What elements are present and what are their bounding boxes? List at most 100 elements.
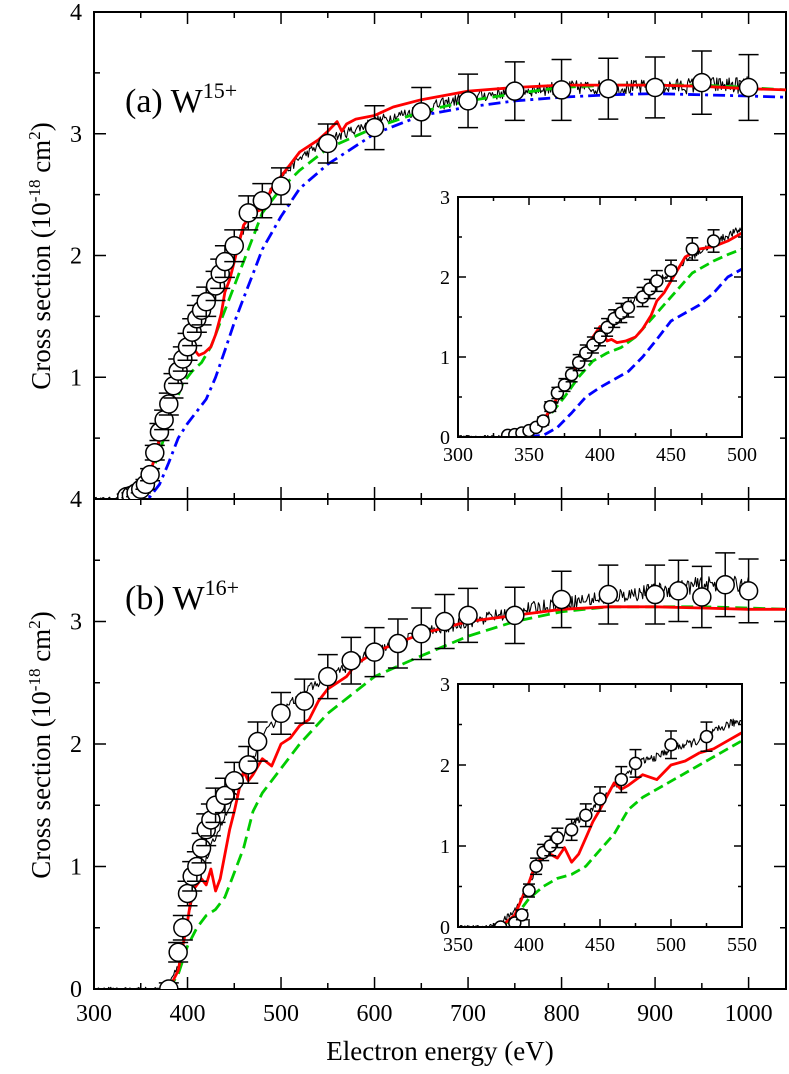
panel-a-inset-data-point xyxy=(664,263,678,278)
panel-a-data-point xyxy=(196,292,216,312)
panel-b-data-point xyxy=(318,666,338,687)
panel-b-x-tick-label: 300 xyxy=(76,1001,112,1027)
panel-a-inset-blue-dashed-line xyxy=(514,267,742,437)
panel-a-inset-x-tick-label: 400 xyxy=(585,444,615,466)
panel-a-inset-y-tick-label: 1 xyxy=(440,347,450,369)
panel-a-inset-data-point xyxy=(593,330,607,344)
panel-a-inset-frame xyxy=(457,196,743,438)
panel-b-inset-data-point xyxy=(515,908,529,922)
panel-b-inset-data-point xyxy=(564,823,579,837)
panel-b-inset-x-tick-label: 400 xyxy=(514,934,544,956)
panel-b-inset-series xyxy=(458,718,742,927)
panel-b-inset-data-point xyxy=(529,859,543,873)
panel-b-data-point xyxy=(341,650,361,671)
panel-a-inset-y-tick-label: 3 xyxy=(440,187,450,209)
panel-b-inset-x-tick-label: 500 xyxy=(656,934,686,956)
panel-b-data-point xyxy=(247,731,268,752)
panel-b-inset-bg xyxy=(456,682,744,959)
panel-a-inset-data-point xyxy=(650,274,664,288)
panel-a-inset-y-tick-label: 0 xyxy=(440,427,450,449)
panel-a-inset-data-point xyxy=(621,300,636,315)
panel-b-data-point xyxy=(551,589,572,610)
panel-a-inset: 300 350 400 450 500 0 1 2 3 xyxy=(414,183,757,469)
panel-a-inset-data-point xyxy=(685,242,700,256)
panel-a-inset-x-tick-label: 350 xyxy=(514,444,544,466)
panel-a-inset-data-point xyxy=(557,378,572,392)
panel-a-series xyxy=(94,50,786,499)
panel-b-data-point xyxy=(598,584,619,605)
panel-b-inset-data-point xyxy=(699,729,714,744)
panel-a-chart: 4 1 2 3 4 300 350 400 450 500 0 1 2 3 xyxy=(70,0,786,513)
panel-a-data-point xyxy=(364,117,385,138)
panel-b-x-tick-label: 400 xyxy=(170,1001,206,1027)
panel-b-inset-x-tick-label: 450 xyxy=(585,934,615,956)
panel-b-inset-data-point xyxy=(579,808,593,822)
panel-b-x-tick-label: 800 xyxy=(544,1001,580,1027)
panel-b-label: (b) W16+ xyxy=(125,575,239,617)
panel-b-data-point xyxy=(168,942,188,962)
panel-b-inset-frame xyxy=(457,683,743,928)
panel-a-inset-y-tick-label: 2 xyxy=(440,267,450,289)
panel-a-data-point xyxy=(551,80,572,100)
panel-b-data-point xyxy=(159,979,179,989)
panel-b-data-point xyxy=(738,581,759,601)
panel-b-inset-data-point xyxy=(593,792,607,806)
panel-b-inset-x-tick-label: 350 xyxy=(443,934,473,956)
panel-b-inset-data-point xyxy=(614,772,629,787)
panel-a-data-point xyxy=(159,394,179,414)
panel-b-inset-y-tick-label: 3 xyxy=(440,674,450,696)
panel-a-y-tick-label: 3 xyxy=(70,122,82,148)
panel-a-inset-x-tick-label: 450 xyxy=(656,444,686,466)
panel-b-inset-data-point xyxy=(493,920,508,927)
panel-b-inset-data-point xyxy=(522,883,536,898)
panel-b-data-point xyxy=(692,587,712,607)
panel-a-data-point xyxy=(224,236,245,256)
panel-a-data-point xyxy=(252,190,273,211)
panel-a-inset-data-point xyxy=(564,367,579,382)
y-axis-title-a: Cross section (10-18 cm2) xyxy=(25,122,56,389)
panel-b-data-point xyxy=(271,703,291,724)
panel-b-inset-data-point xyxy=(628,756,643,771)
panel-a-data-point xyxy=(140,464,160,485)
panel-a-inset-data-point xyxy=(543,399,558,414)
panel-b-x-tick-label: 1000 xyxy=(725,1001,773,1027)
panel-b-data-point xyxy=(715,575,735,595)
panel-a-data-point xyxy=(145,442,165,463)
panel-a-data-point xyxy=(645,77,665,98)
panel-b-data-point xyxy=(224,771,245,791)
panel-a-data-point xyxy=(505,81,525,101)
x-axis-title: Electron energy (eV) xyxy=(326,1036,553,1066)
panel-a-data-point xyxy=(411,102,432,122)
panel-a-data-point xyxy=(738,77,759,98)
panel-a-y-tick-label: 4 xyxy=(70,0,82,26)
panel-a-inset-series xyxy=(458,227,742,437)
panel-a-inset-data-point xyxy=(536,414,550,428)
panel-b-inset-y-tick-label: 1 xyxy=(440,836,450,858)
y-axis-title-b: Cross section (10-18 cm2) xyxy=(25,611,56,878)
panel-b-inset-bg-left xyxy=(414,670,458,941)
panel-a-data-point xyxy=(318,133,338,154)
panel-b-x-tick-label: 700 xyxy=(450,1001,486,1027)
panel-a-inset-data-point xyxy=(706,234,721,248)
panel-b-inset-y-tick-label: 0 xyxy=(440,917,450,939)
panel-b-data-point xyxy=(458,605,478,626)
panel-b-data-point xyxy=(645,584,665,605)
panel-b-inset: 350 400 450 500 550 0 1 2 3 xyxy=(414,670,757,959)
panel-b-data-point xyxy=(388,633,408,654)
panel-a-data-point xyxy=(692,72,712,93)
panel-b-data-point xyxy=(173,918,193,938)
panel-a-blue-dash-dot-line xyxy=(131,92,786,499)
panel-b-x-tick-label: 500 xyxy=(263,1001,299,1027)
panel-b-y-tick-label: 0 xyxy=(70,977,82,1003)
panel-b-x-tick-label: 900 xyxy=(637,1001,673,1027)
panel-b-y-tick-label: 3 xyxy=(70,610,82,636)
panel-b-inset-y-tick-label: 2 xyxy=(440,755,450,777)
panel-b-data-point xyxy=(294,691,315,711)
panel-a-y-tick-label: 1 xyxy=(70,365,82,391)
panel-b-inset-x-tick-label: 550 xyxy=(727,934,757,956)
panel-b-data-point xyxy=(177,883,198,904)
panel-b-x-tick-label: 600 xyxy=(357,1001,393,1027)
panel-b-data-point xyxy=(434,611,455,632)
